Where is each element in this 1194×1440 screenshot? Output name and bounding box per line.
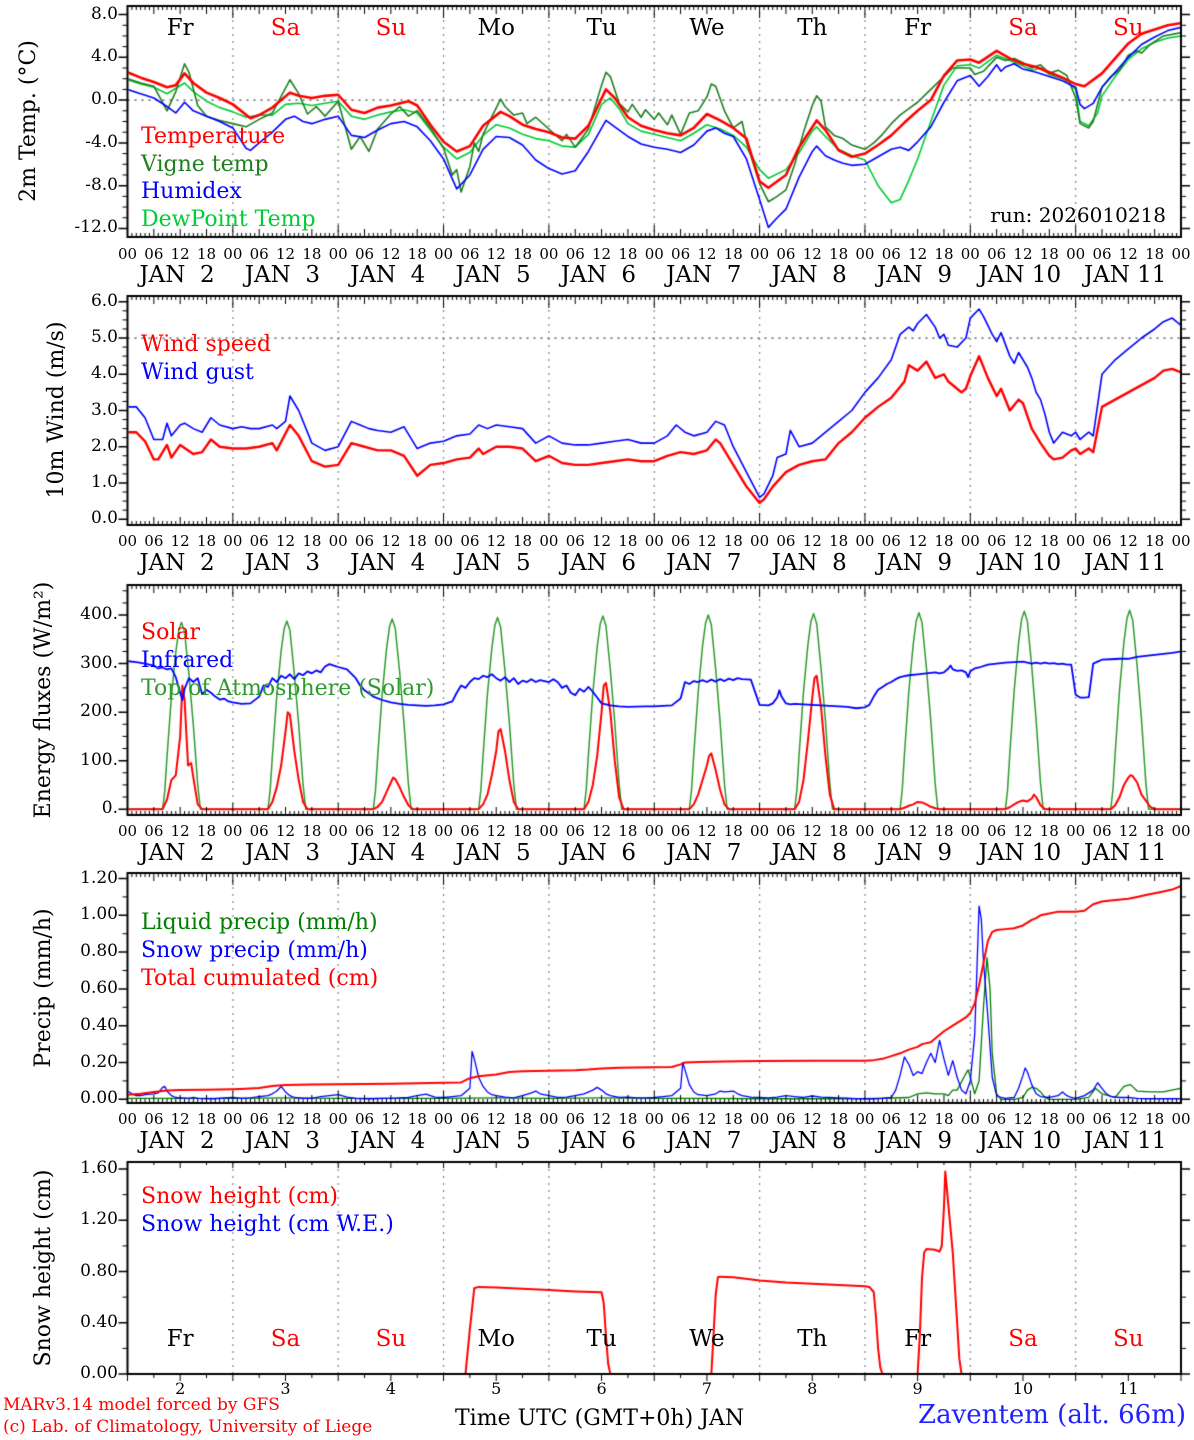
chart-canvas (0, 0, 1194, 1440)
meteogram-figure: 2m Temp. (°C) 10m Wind (m/s) Energy flux… (0, 0, 1194, 1440)
